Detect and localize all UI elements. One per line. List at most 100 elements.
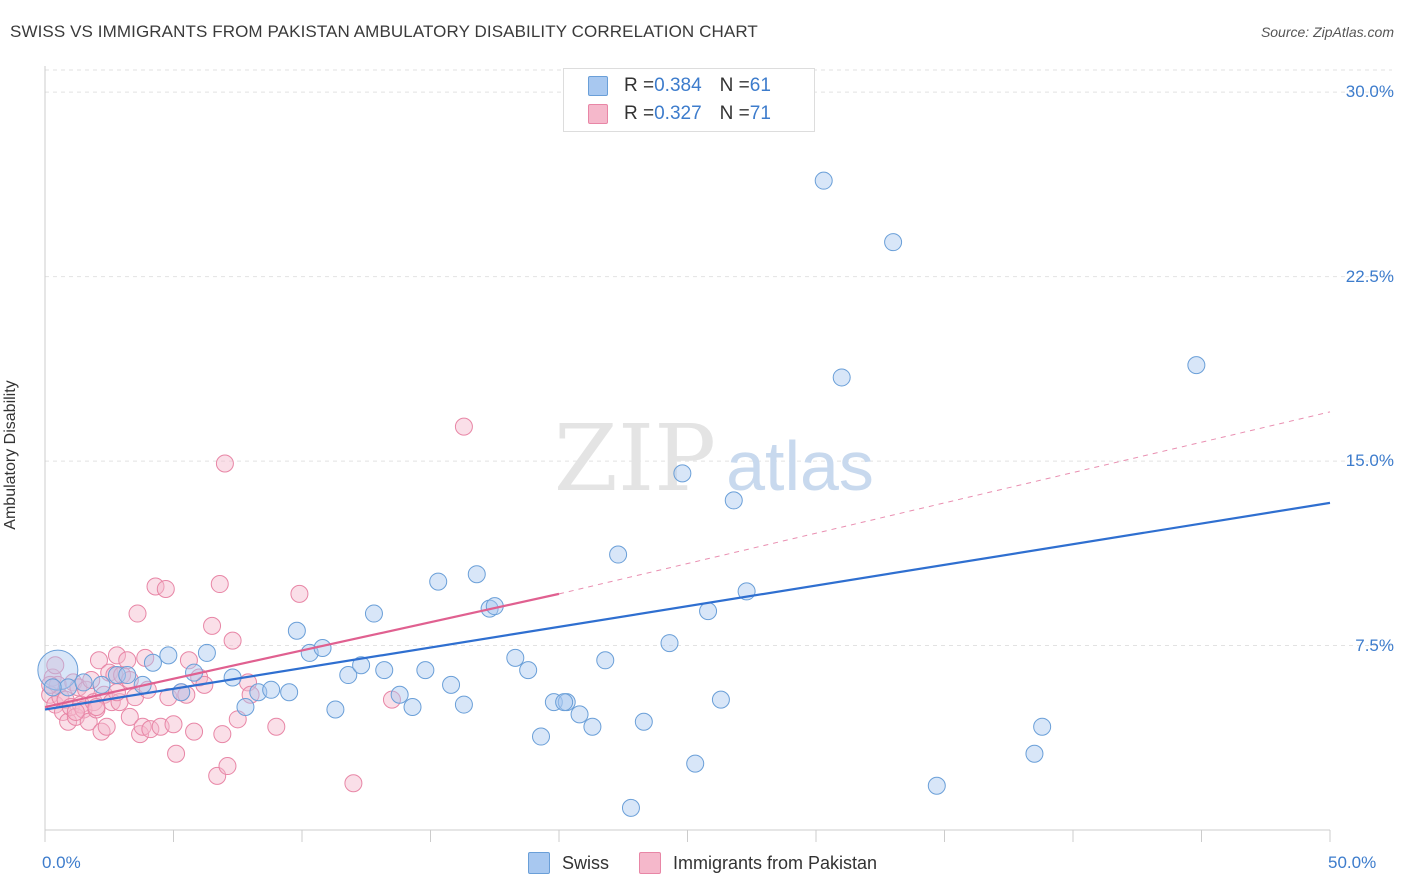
pakistan-point[interactable] [120,707,139,726]
pakistan-point[interactable] [454,417,473,436]
swiss-trend-line [44,501,1331,711]
swiss-r-value: 0.384 [654,75,702,96]
swiss-point[interactable] [927,776,946,795]
pakistan-point[interactable] [344,774,363,793]
swiss-point[interactable] [442,675,461,694]
swiss-point[interactable] [711,690,730,709]
swiss-point[interactable] [724,491,743,510]
swiss-point[interactable] [390,685,409,704]
pakistan-point[interactable] [156,579,175,598]
swiss-point[interactable] [1187,356,1206,375]
swiss-point[interactable] [429,572,448,591]
swiss-point[interactable] [519,661,538,680]
swiss-point[interactable] [92,675,111,694]
stats-legend: R = 0.384 N = 61 R = 0.327 N = 71 [563,68,815,132]
y-tick-label: 7.5% [1355,635,1394,655]
pakistan-point[interactable] [203,616,222,635]
pakistan-point[interactable] [167,744,186,763]
swiss-point[interactable] [621,798,640,817]
legend-item-swiss[interactable]: Swiss [528,852,609,874]
swiss-n-value: 61 [749,75,771,96]
pakistan-point[interactable] [107,646,126,665]
swiss-point[interactable] [118,666,137,685]
swiss-point[interactable] [287,621,306,640]
swiss-point[interactable] [236,698,255,717]
swiss-point[interactable] [532,727,551,746]
swiss-point[interactable] [352,656,371,675]
pakistan-point[interactable] [41,675,60,694]
swiss-point[interactable] [454,695,473,714]
y-tick-label: 22.5% [1345,266,1394,286]
swiss-point[interactable] [583,717,602,736]
swiss-point[interactable] [159,646,178,665]
swiss-point[interactable] [467,565,486,584]
swiss-series-points [37,171,1206,817]
swiss-point[interactable] [59,678,78,697]
x-tick-label-min: 0.0% [42,853,81,872]
swiss-point[interactable] [544,693,563,712]
swiss-point[interactable] [416,661,435,680]
source-label: Source: ZipAtlas.com [1260,24,1394,40]
pakistan-point[interactable] [290,584,309,603]
pakistan-point[interactable] [210,575,229,594]
pakistan-point[interactable] [185,722,204,741]
pakistan-point[interactable] [223,631,242,650]
pakistan-point[interactable] [141,720,160,739]
pakistan-point[interactable] [146,577,165,596]
swiss-point[interactable] [884,233,903,252]
swiss-legend-label: Swiss [562,852,610,873]
swiss-point[interactable] [1033,717,1052,736]
swiss-point[interactable] [364,604,383,623]
pakistan-point[interactable] [89,651,108,670]
pakistan-point[interactable] [215,454,234,473]
swiss-point[interactable] [699,602,718,621]
pakistan-series-points [41,417,473,793]
legend-row-swiss: R = 0.384 N = 61 [588,75,771,97]
swiss-point[interactable] [375,661,394,680]
pakistan-point[interactable] [97,717,116,736]
swiss-point[interactable] [686,754,705,773]
swiss-point[interactable] [280,683,299,702]
legend-row-pakistan: R = 0.327 N = 71 [588,103,771,125]
swiss-point[interactable] [143,653,162,672]
y-axis-label: Ambulatory Disability [2,380,19,530]
pakistan-trend-line [44,592,560,709]
swiss-point[interactable] [326,700,345,719]
swiss-point[interactable] [596,651,615,670]
pakistan-point[interactable] [218,757,237,776]
pakistan-point[interactable] [267,717,286,736]
swiss-point[interactable] [660,634,679,653]
swiss-point[interactable] [43,678,62,697]
series-legend: Swiss Immigrants from Pakistan [528,852,907,874]
swiss-legend-swatch [528,852,550,874]
swiss-point[interactable] [673,464,692,483]
swiss-point[interactable] [1025,744,1044,763]
pakistan-point[interactable] [213,725,232,744]
pakistan-point[interactable] [46,656,65,675]
pakistan-point[interactable] [164,715,183,734]
pakistan-legend-swatch [639,852,662,874]
legend-item-pakistan[interactable]: Immigrants from Pakistan [639,852,877,874]
swiss-point[interactable] [339,666,358,685]
swiss-point[interactable] [832,368,851,387]
swiss-point[interactable] [506,648,525,667]
swiss-point[interactable] [197,643,216,662]
swiss-point[interactable] [609,545,628,564]
y-tick-label: 30.0% [1345,82,1394,102]
swiss-point[interactable] [403,698,422,717]
swiss-point[interactable] [74,673,93,692]
pakistan-point[interactable] [128,604,147,623]
swiss-point[interactable] [634,712,653,731]
swiss-r-label: R = [624,75,655,96]
pakistan-point[interactable] [131,725,150,744]
swiss-point[interactable] [107,666,126,685]
chart-title: SWISS VS IMMIGRANTS FROM PAKISTAN AMBULA… [10,22,758,41]
swiss-point[interactable] [570,705,589,724]
pakistan-point[interactable] [92,722,111,741]
swiss-point[interactable] [262,680,281,699]
swiss-swatch [588,76,608,96]
swiss-point[interactable] [555,693,574,712]
pakistan-point[interactable] [118,651,137,670]
pakistan-r-label: R = [624,103,655,124]
swiss-point[interactable] [814,171,833,190]
